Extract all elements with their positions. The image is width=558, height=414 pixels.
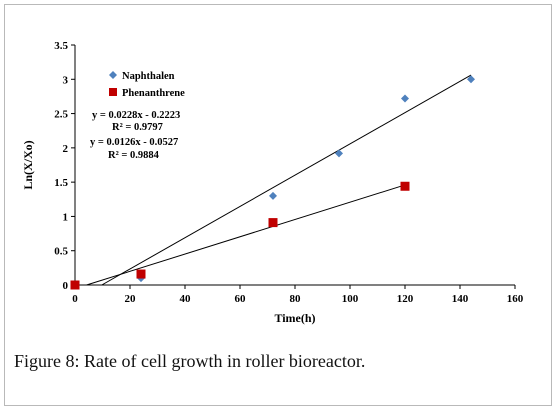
legend-marker-naphthalen	[109, 71, 117, 79]
data-point-phenanthrene	[268, 218, 278, 228]
figure-caption: Figure 8: Rate of cell growth in roller …	[14, 351, 365, 372]
y-tick-label: 3.5	[54, 40, 68, 52]
x-tick-label: 80	[290, 293, 302, 305]
legend: Naphthalen Phenanthrene	[109, 71, 185, 99]
data-points	[70, 75, 475, 290]
y-axis-title: Ln(X/Xo)	[21, 140, 35, 189]
equation-naphthalen: y = 0.0228x - 0.2223	[92, 110, 180, 121]
ticks: 0 20 40 60 80 100 120 140 160 0 0.5 1 1.5 2 2.5 3 3.5	[54, 40, 524, 305]
figure-frame	[4, 4, 552, 406]
legend-marker-phenanthrene	[109, 88, 117, 96]
data-point-naphthalen	[401, 94, 409, 103]
trendline-naphthalen	[101, 74, 472, 286]
y-tick-label: 1.5	[54, 177, 68, 189]
trendline-equations: y = 0.0228x - 0.2223 R² = 0.9797 y = 0.0…	[90, 110, 180, 161]
x-tick-label: 60	[235, 293, 247, 305]
y-tick-label: 1	[63, 211, 69, 223]
x-tick-label: 100	[342, 293, 359, 305]
x-tick-label: 140	[452, 293, 469, 305]
chart: 0 20 40 60 80 100 120 140 160 0 0.5 1 1.5 2 2.5 3 3.5 Ti…	[21, 40, 524, 325]
y-tick-label: 2.5	[54, 109, 68, 121]
caption-text: Rate of cell growth in roller bioreactor…	[79, 351, 366, 371]
x-tick-label: 0	[72, 293, 78, 305]
y-tick-label: 0	[63, 280, 69, 292]
trendline-phenanthrene	[86, 184, 406, 286]
x-tick-label: 40	[180, 293, 192, 305]
y-tick-label: 3	[63, 74, 69, 86]
x-axis-title: Time(h)	[274, 311, 315, 325]
y-tick-label: 2	[63, 143, 69, 155]
r-squared-phenanthrene: R² = 0.9884	[108, 150, 160, 161]
caption-label: Figure 8:	[14, 351, 80, 371]
legend-label-naphthalen: Naphthalen	[122, 71, 175, 82]
data-point-phenanthrene	[400, 181, 410, 191]
data-point-naphthalen	[467, 75, 475, 84]
data-point-phenanthrene	[70, 280, 80, 290]
y-tick-label: 0.5	[54, 246, 68, 258]
r-squared-naphthalen: R² = 0.9797	[112, 122, 163, 133]
data-point-naphthalen	[335, 149, 343, 158]
data-point-phenanthrene	[136, 269, 146, 279]
data-point-naphthalen	[269, 191, 277, 200]
x-tick-label: 20	[125, 293, 137, 305]
legend-label-phenanthrene: Phenanthrene	[122, 88, 185, 99]
equation-phenanthrene: y = 0.0126x - 0.0527	[90, 137, 178, 148]
trendlines	[86, 74, 472, 286]
x-tick-label: 120	[397, 293, 414, 305]
x-tick-label: 160	[507, 293, 524, 305]
